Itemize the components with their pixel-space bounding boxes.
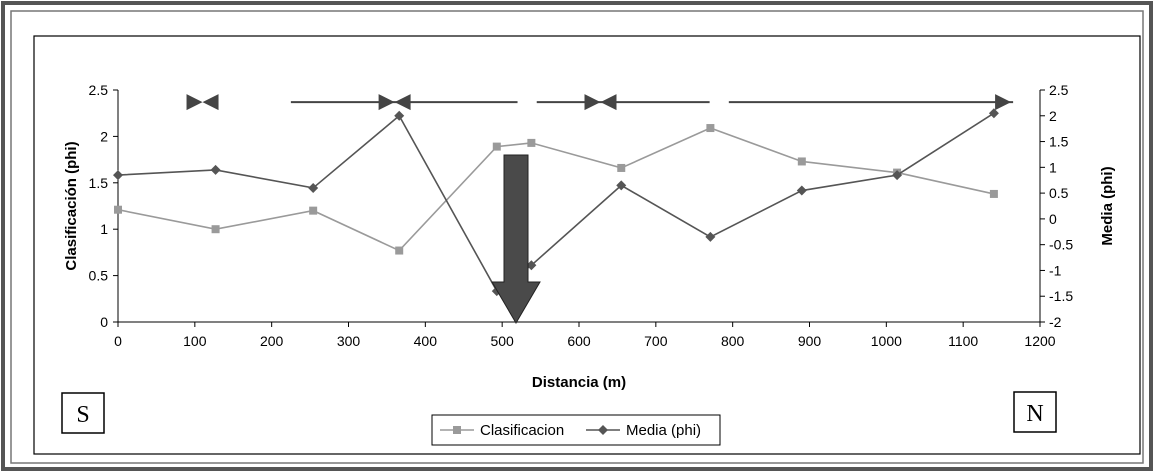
north-box [1013, 391, 1057, 433]
convergence-arrowhead-left [394, 94, 411, 111]
x-tick-label: 900 [798, 333, 822, 349]
convergence-arrowhead-right [378, 94, 395, 111]
y2-tick-label: -2 [1049, 314, 1062, 330]
convergence-arrowhead-right [186, 94, 203, 111]
x-axis-title: Distancia (m) [532, 374, 626, 391]
x-tick-label: 500 [490, 333, 514, 349]
x-tick-label: 200 [260, 333, 284, 349]
legend: Clasificacion Media (phi) [431, 414, 721, 446]
y2-tick-label: -1.5 [1049, 288, 1073, 304]
south-box [61, 392, 105, 434]
down-arrow-shape [491, 154, 541, 324]
data-point-clasificacion [527, 138, 536, 147]
y2-tick-label: 2.5 [1049, 82, 1069, 98]
y2-tick-label: 1.5 [1049, 134, 1069, 150]
convergence-arrowhead-left [600, 94, 617, 111]
data-point-media [394, 110, 405, 121]
y2-tick-label: 0.5 [1049, 185, 1069, 201]
data-point-media [210, 164, 221, 175]
y-tick-label: 1 [100, 221, 108, 237]
data-point-media [705, 231, 716, 242]
data-point-clasificacion [617, 163, 626, 172]
legend-box [431, 414, 721, 446]
x-tick-label: 300 [337, 333, 361, 349]
x-tick-label: 1000 [871, 333, 902, 349]
x-ticks: 0 100 200 300 400 500 600 700 800 900 1000 1100 1200 [114, 322, 1056, 349]
data-point-clasificacion [309, 206, 318, 215]
x-tick-label: 100 [183, 333, 207, 349]
data-point-media [113, 170, 123, 181]
x-tick-label: 1100 [948, 333, 978, 349]
x-tick-label: 800 [721, 333, 745, 349]
legend-label-media: Media (phi) [626, 422, 701, 439]
y2-axis-title: Media (phi) [1099, 166, 1116, 245]
x-tick-label: 0 [114, 333, 122, 349]
y2-tick-label: -1 [1049, 262, 1062, 278]
down-arrow-annotation [491, 154, 541, 324]
y2-tick-label: 2 [1049, 108, 1057, 124]
data-point-media [892, 170, 903, 181]
x-tick-label: 600 [567, 333, 591, 349]
data-point-clasificacion [492, 142, 501, 151]
y-ticks: 0 0.5 1 1.5 2 2.5 [89, 82, 118, 330]
legend-marker-clasificacion [453, 426, 461, 434]
legend-marker-media [598, 425, 608, 435]
data-point-clasificacion [797, 157, 806, 166]
data-point-media [796, 185, 807, 196]
y-tick-label: 0.5 [89, 268, 109, 284]
data-point-clasificacion [114, 205, 122, 214]
y2-tick-label: -0.5 [1049, 237, 1073, 253]
data-point-clasificacion [395, 246, 404, 255]
data-point-clasificacion [989, 189, 998, 198]
y-tick-label: 2.5 [89, 82, 109, 98]
data-point-media [526, 260, 537, 271]
y-tick-label: 1.5 [89, 175, 109, 191]
y2-tick-label: 1 [1049, 159, 1057, 175]
data-point-media [308, 182, 319, 193]
legend-label-clasificacion: Clasificacion [480, 422, 564, 439]
data-point-clasificacion [706, 124, 715, 133]
x-tick-label: 700 [644, 333, 668, 349]
x-tick-label: 1200 [1024, 333, 1055, 349]
south-label: S [76, 402, 89, 428]
x-tick-label: 400 [414, 333, 438, 349]
transport-arrows [186, 94, 1014, 111]
transport-arrowhead-right [995, 94, 1012, 111]
convergence-arrowhead-right [584, 94, 601, 111]
data-point-media [988, 108, 999, 119]
y2-tick-label: 0 [1049, 211, 1057, 227]
data-point-media [616, 180, 627, 191]
data-point-clasificacion [211, 225, 220, 234]
inner-frame [10, 10, 1144, 464]
north-label: N [1026, 401, 1043, 427]
y-tick-label: 2 [100, 128, 108, 144]
y-axis-title: Clasificación (phi) [63, 141, 80, 270]
convergence-arrowhead-left [202, 94, 219, 111]
y2-ticks: -2 -1.5 -1 -0.5 0 0.5 1 1.5 2 2.5 [1040, 82, 1073, 330]
y-tick-label: 0 [100, 314, 108, 330]
